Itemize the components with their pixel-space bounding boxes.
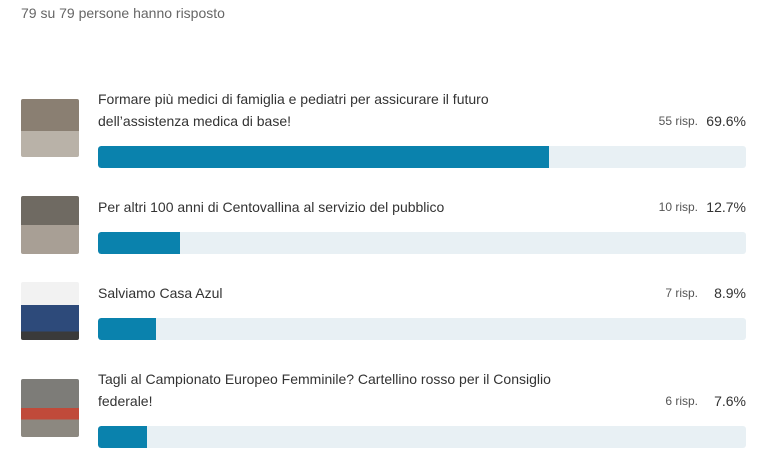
option: Per altri 100 anni di Centovallina al se…	[21, 196, 746, 254]
options-list: Formare più medici di famiglia e pediatr…	[21, 88, 746, 448]
option-image	[21, 282, 79, 340]
percent-label: 8.9%	[714, 285, 746, 301]
option-image	[21, 379, 79, 437]
option-row: Per altri 100 anni di Centovallina al se…	[98, 196, 746, 218]
option-image	[21, 99, 79, 157]
bar	[98, 146, 549, 168]
option-body: Formare più medici di famiglia e pediatr…	[98, 88, 746, 168]
option-label: Tagli al Campionato Europeo Femminile? C…	[98, 371, 551, 409]
response-count: 7 risp.	[665, 286, 698, 300]
option-body: Salviamo Casa Azul 7 risp. 8.9%	[98, 282, 746, 340]
percent-label: 12.7%	[706, 199, 746, 215]
bar-track	[98, 426, 746, 448]
option-label: Salviamo Casa Azul	[98, 285, 223, 301]
option-body: Tagli al Campionato Europeo Femminile? C…	[98, 368, 746, 448]
option-image	[21, 196, 79, 254]
bar-track	[98, 232, 746, 254]
option-row: Tagli al Campionato Europeo Femminile? C…	[98, 368, 746, 412]
response-count: 6 risp.	[665, 394, 698, 408]
bar-track	[98, 318, 746, 340]
response-count: 79 su 79 persone hanno risposto	[21, 5, 225, 21]
bar-track	[98, 146, 746, 168]
option-row: Salviamo Casa Azul 7 risp. 8.9%	[98, 282, 746, 304]
option-body: Per altri 100 anni di Centovallina al se…	[98, 196, 746, 254]
bar	[98, 318, 156, 340]
option-label: Formare più medici di famiglia e pediatr…	[98, 91, 489, 129]
percent-label: 7.6%	[714, 393, 746, 409]
response-count: 55 risp.	[658, 114, 698, 128]
percent-label: 69.6%	[706, 113, 746, 129]
option: Tagli al Campionato Europeo Femminile? C…	[21, 368, 746, 448]
option-row: Formare più medici di famiglia e pediatr…	[98, 88, 746, 132]
option: Formare più medici di famiglia e pediatr…	[21, 88, 746, 168]
response-count: 10 risp.	[658, 200, 698, 214]
bar	[98, 232, 181, 254]
option-label: Per altri 100 anni di Centovallina al se…	[98, 199, 445, 215]
bar	[98, 426, 148, 448]
option: Salviamo Casa Azul 7 risp. 8.9%	[21, 282, 746, 340]
